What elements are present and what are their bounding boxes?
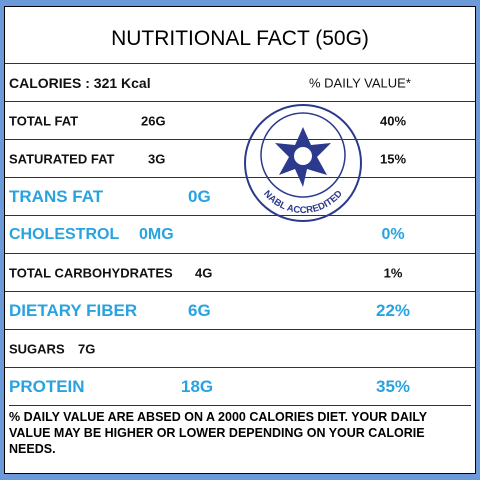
nutrient-amount: 0MG bbox=[139, 226, 174, 243]
nutrient-row: CHOLESTROL 0MG 0% bbox=[5, 215, 475, 254]
daily-value: 0% bbox=[381, 226, 405, 243]
nutrient-row: TOTAL FAT 26G 40% bbox=[5, 101, 475, 140]
nutrient-amount: 26G bbox=[141, 113, 166, 129]
nutrient-name: TRANS FAT bbox=[9, 187, 104, 206]
nutrient-row: DIETARY FIBER 6G 22% bbox=[5, 291, 475, 330]
nabl-seal: NABL ACCREDITED bbox=[244, 104, 362, 222]
daily-value: 35% bbox=[375, 377, 411, 396]
nutrient-amount: 6G bbox=[188, 301, 211, 320]
nutrient-name: SATURATED FAT bbox=[9, 151, 115, 167]
nutrition-card: NUTRITIONAL FACT (50G) CALORIES : 321 Kc… bbox=[4, 6, 476, 474]
nutrient-amount: 7G bbox=[78, 341, 96, 357]
seal-ring bbox=[244, 104, 362, 222]
seal-inner-ring bbox=[260, 112, 346, 198]
header-row: CALORIES : 321 Kcal % DAILY VALUE* bbox=[5, 63, 475, 102]
nutrient-name: TOTAL FAT bbox=[9, 113, 79, 129]
daily-value: 1% bbox=[383, 265, 403, 281]
nutrient-name: CHOLESTROL bbox=[9, 226, 120, 243]
daily-value-heading: % DAILY VALUE* bbox=[309, 75, 411, 91]
nutrient-amount: 18G bbox=[181, 377, 214, 396]
nutrient-name: DIETARY FIBER bbox=[9, 301, 138, 320]
nutrient-row: SUGARS 7G bbox=[5, 329, 475, 368]
nutrient-row: TRANS FAT 0G bbox=[5, 177, 475, 216]
calories: CALORIES : 321 Kcal bbox=[9, 75, 151, 91]
nutrient-name: PROTEIN bbox=[9, 377, 85, 396]
daily-value: 40% bbox=[379, 113, 407, 129]
nutrient-row: SATURATED FAT 3G 15% bbox=[5, 139, 475, 178]
nutrient-row: PROTEIN 18G 35% bbox=[5, 367, 475, 406]
nutrient-name: TOTAL CARBOHYDRATES bbox=[9, 265, 173, 281]
nutrient-name: SUGARS bbox=[9, 341, 65, 357]
seal-center bbox=[294, 147, 312, 165]
footnote: % DAILY VALUE ARE ABSED ON A 2000 CALORI… bbox=[9, 405, 471, 457]
title: NUTRITIONAL FACT (50G) bbox=[111, 27, 369, 50]
nutrient-row: TOTAL CARBOHYDRATES 4G 1% bbox=[5, 253, 475, 292]
nutrient-amount: 0G bbox=[188, 187, 211, 206]
nutrient-amount: 4G bbox=[195, 265, 213, 281]
daily-value: 15% bbox=[379, 151, 407, 167]
daily-value: 22% bbox=[375, 301, 411, 320]
nutrient-amount: 3G bbox=[148, 151, 166, 167]
